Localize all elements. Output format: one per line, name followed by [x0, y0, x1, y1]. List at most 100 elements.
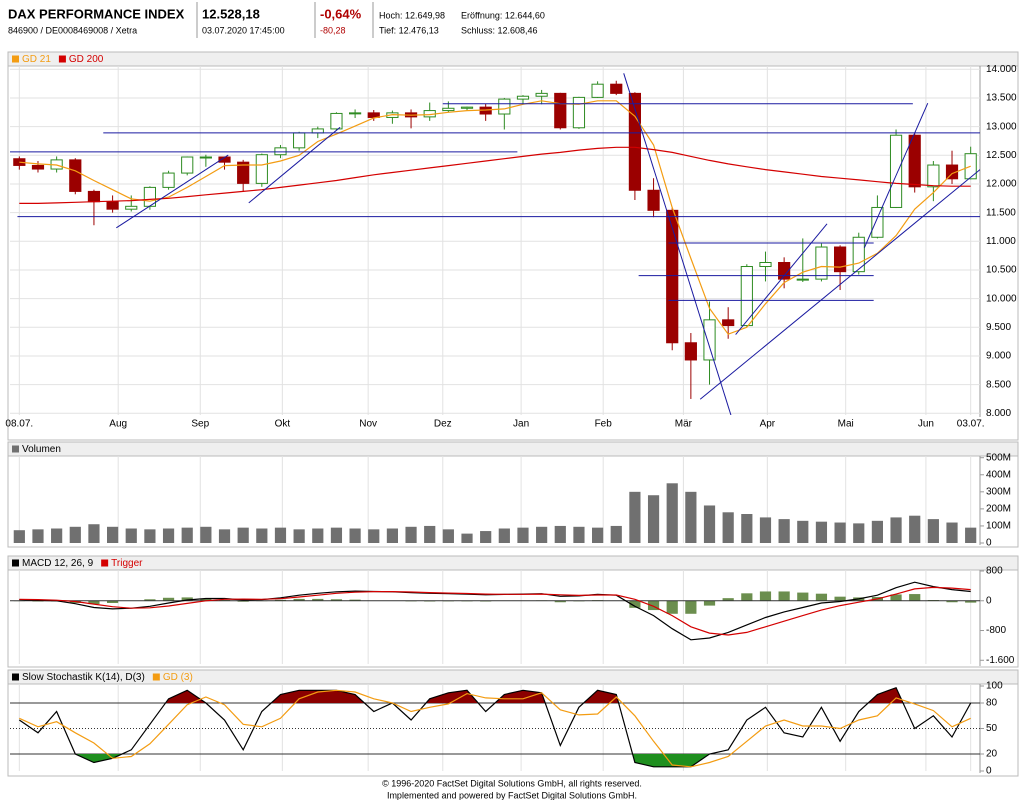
x-tick-label: Jun: [918, 419, 934, 430]
volume-bar: [349, 528, 361, 543]
volume-bar: [480, 531, 492, 543]
x-tick-label: Feb: [595, 419, 613, 430]
volume-bar: [909, 515, 921, 543]
y-tick-label: 11.000: [986, 236, 1016, 247]
y-tick-label: 20: [986, 749, 998, 760]
last-price: 12.528,18: [202, 6, 260, 21]
y-tick-label: 400M: [986, 469, 1011, 480]
volume-bar: [685, 491, 697, 543]
legend-swatch: [101, 559, 109, 567]
volume-bar: [741, 514, 753, 543]
legend-swatch: [152, 673, 160, 681]
volume-bar: [778, 519, 790, 543]
histogram-bar: [107, 600, 119, 603]
volume-bar: [69, 526, 81, 543]
histogram-bar: [554, 600, 566, 603]
y-tick-label: 8.000: [986, 408, 1011, 419]
candle-body: [330, 112, 343, 130]
volume-bar: [647, 495, 660, 543]
legend-label: Volumen: [22, 444, 61, 455]
histogram-bar: [312, 598, 324, 601]
histogram-bar: [349, 599, 361, 601]
candle-body: [703, 319, 716, 361]
volume-bar: [32, 529, 44, 543]
y-tick-label: 13.000: [986, 121, 1017, 132]
change-percent: -0,64%: [320, 6, 362, 21]
y-tick-label: 0: [986, 766, 992, 777]
day-high: Hoch: 12.649,98: [379, 10, 445, 20]
index-subtitle: 846900 / DE0008469008 / Xetra: [8, 25, 137, 35]
moving-average: [19, 100, 971, 335]
histogram-bar: [741, 593, 753, 601]
x-tick-label: Sep: [191, 419, 209, 430]
histogram-bar: [797, 592, 809, 601]
trendline: [699, 168, 980, 400]
candle-body: [311, 128, 324, 134]
candle-body: [199, 156, 212, 159]
y-tick-label: 200M: [986, 504, 1011, 515]
candle-body: [460, 106, 474, 109]
candle-body: [87, 190, 101, 203]
volume-bar: [853, 523, 865, 543]
volume-bar: [759, 517, 772, 543]
candle-body: [106, 201, 119, 210]
y-tick-label: 500M: [986, 452, 1011, 463]
panel-frame: [7, 51, 1019, 441]
candle-body: [498, 98, 511, 115]
volume-bar: [51, 528, 63, 543]
histogram-bar: [890, 594, 902, 601]
volume-bar: [330, 527, 343, 543]
legend-strip: [7, 441, 1019, 457]
candle-body: [274, 147, 287, 156]
histogram-bar: [88, 600, 100, 605]
histogram-bar: [722, 598, 734, 601]
candle-body: [740, 266, 753, 327]
volume-bar: [498, 528, 510, 543]
candle-body: [293, 132, 306, 149]
legend-swatch: [58, 55, 66, 63]
histogram-bar: [200, 598, 212, 601]
y-tick-label: 13.500: [986, 93, 1017, 104]
histogram-bar: [293, 598, 305, 601]
y-tick-label: -800: [986, 625, 1006, 636]
candle-body: [927, 164, 940, 188]
volume-bar: [274, 527, 287, 543]
credits: Implemented and powered by FactSet Digit…: [387, 790, 637, 800]
legend-label: GD (3): [163, 672, 193, 683]
volume-bar: [162, 528, 175, 543]
candle-body: [535, 92, 548, 97]
volume-bar: [536, 526, 548, 543]
candle-body: [628, 92, 641, 191]
candle-body: [591, 83, 604, 98]
y-tick-label: 0: [986, 538, 992, 549]
volume-bar: [610, 525, 622, 543]
volume-bar: [834, 522, 846, 543]
volume-bar: [927, 519, 939, 543]
histogram-bar: [647, 600, 660, 611]
panel-frame: [7, 555, 1019, 668]
histogram-bar: [685, 600, 697, 614]
candle-body: [31, 164, 45, 170]
volume-bar: [144, 529, 156, 543]
volume-bar: [237, 527, 249, 543]
volume-bar: [256, 528, 268, 543]
day-low: Tief: 12.476,13: [379, 25, 439, 35]
volume-bar: [666, 483, 678, 543]
indicator-line: [19, 586, 971, 636]
volume-bar: [200, 526, 212, 543]
y-tick-label: 8.500: [986, 379, 1011, 390]
histogram-bar: [144, 599, 156, 601]
histogram-bar: [666, 600, 678, 614]
legend-label: GD 21: [22, 54, 51, 65]
panel-frame: [7, 441, 1019, 548]
candle-body: [125, 205, 138, 210]
volume-bar: [592, 527, 604, 543]
y-tick-label: 11.500: [986, 207, 1016, 218]
volume-bar: [293, 529, 305, 543]
volume-bar: [871, 520, 883, 543]
volume-bar: [965, 527, 977, 543]
volume-bar: [424, 525, 436, 543]
volume-bar: [815, 521, 828, 543]
